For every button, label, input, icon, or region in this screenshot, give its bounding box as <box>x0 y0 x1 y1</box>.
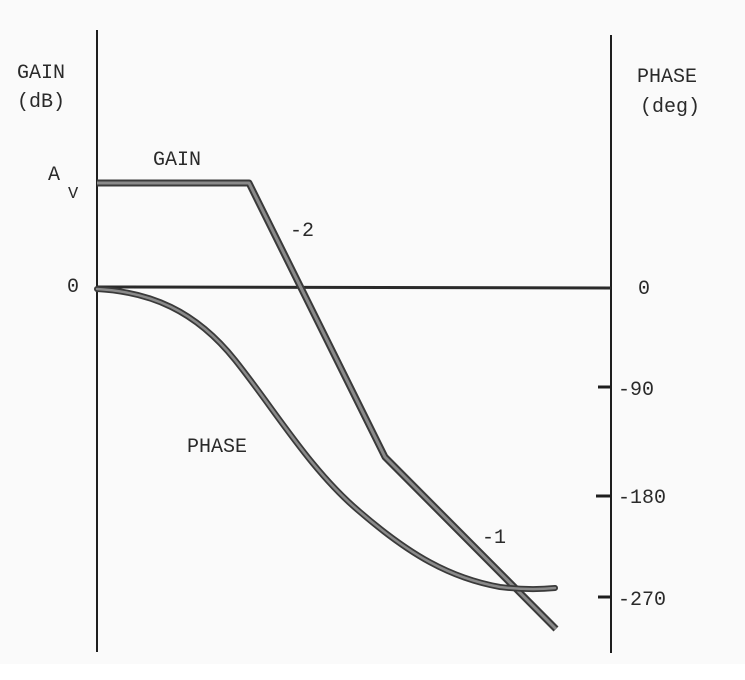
slope-label-minus-2: -2 <box>290 220 314 243</box>
tick-label-av: A <box>48 164 60 187</box>
tick-label-phase-minus-90: -90 <box>618 379 654 402</box>
gain-axis-title: GAIN <box>17 62 65 85</box>
slope-label-minus-1: -1 <box>482 527 506 550</box>
phase-curve-core <box>95 287 557 591</box>
gain-curve-core <box>97 181 558 631</box>
tick-label-gain-zero: 0 <box>67 276 79 299</box>
phase-axis-unit: (deg) <box>640 96 700 119</box>
tick-label-phase-minus-270: -270 <box>618 589 666 612</box>
phase-curve-label: PHASE <box>187 436 247 459</box>
gain-axis-unit: (dB) <box>17 91 65 114</box>
gain-curve-label: GAIN <box>153 149 201 172</box>
tick-label-phase-minus-180: -180 <box>618 487 666 510</box>
bottom-margin <box>0 664 745 680</box>
zero-line <box>96 285 612 290</box>
tick-label-phase-0: 0 <box>638 278 650 301</box>
gain-curve <box>97 179 559 632</box>
phase-axis-title: PHASE <box>637 66 697 89</box>
tick-label-av-subscript: V <box>68 185 79 204</box>
